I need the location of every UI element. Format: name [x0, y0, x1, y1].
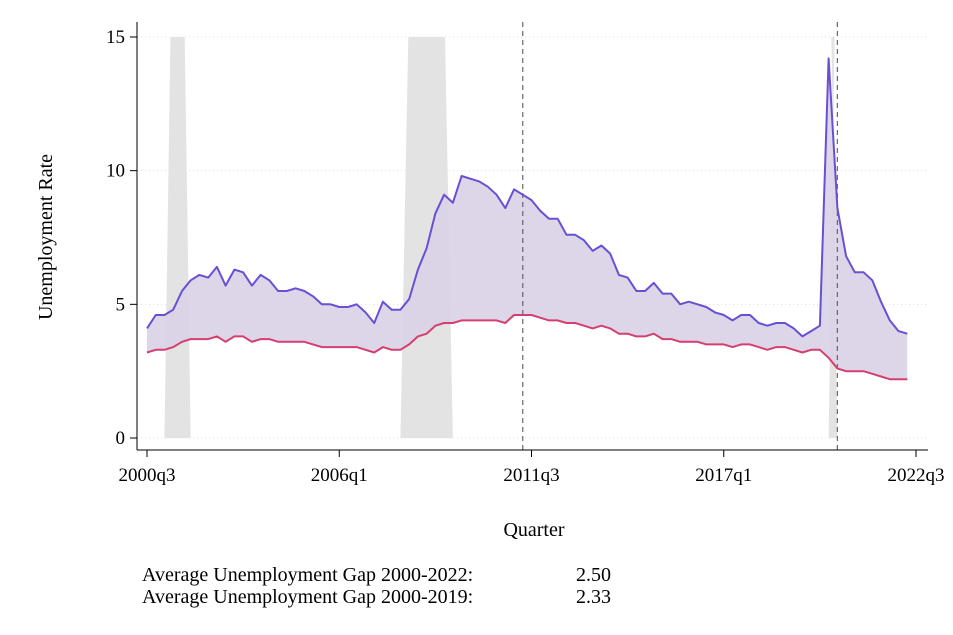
note-gap-2000-2022: Average Unemployment Gap 2000-2022: 2.50: [142, 564, 611, 586]
note-gap-2000-2022-value: 2.50: [576, 564, 611, 586]
gap-area: [147, 58, 908, 380]
y-ticks: 0 5 10 15: [106, 27, 137, 449]
note-gap-2000-2019-value: 2.33: [576, 586, 611, 608]
x-ticks: 2000q3 2006q1 2011q3 2017q1 2022q3: [119, 450, 945, 486]
y-tick-label-0: 0: [116, 428, 126, 449]
x-tick-label-1: 2006q1: [311, 465, 368, 486]
series-line-lower: [146, 314, 908, 381]
gap-fill: [147, 58, 908, 380]
axes: [136, 22, 928, 451]
series-lines: [146, 57, 908, 381]
x-tick-label-2: 2011q3: [503, 465, 559, 486]
y-tick-label-2: 10: [106, 161, 125, 182]
x-tick-label-0: 2000q3: [119, 465, 176, 486]
note-gap-2000-2019-label: Average Unemployment Gap 2000-2019:: [142, 586, 473, 608]
y-axis-title: Unemployment Rate: [35, 154, 57, 320]
y-tick-label-1: 5: [116, 294, 126, 315]
note-gap-2000-2019: Average Unemployment Gap 2000-2019: 2.33: [142, 586, 611, 608]
x-axis-title: Quarter: [503, 519, 564, 541]
y-tick-label-3: 15: [106, 27, 125, 48]
x-tick-label-4: 2022q3: [888, 465, 945, 486]
recession-band-0: [164, 37, 191, 438]
series-line-upper: [146, 57, 908, 338]
x-tick-label-3: 2017q1: [695, 465, 752, 486]
note-gap-2000-2022-label: Average Unemployment Gap 2000-2022:: [142, 564, 473, 586]
